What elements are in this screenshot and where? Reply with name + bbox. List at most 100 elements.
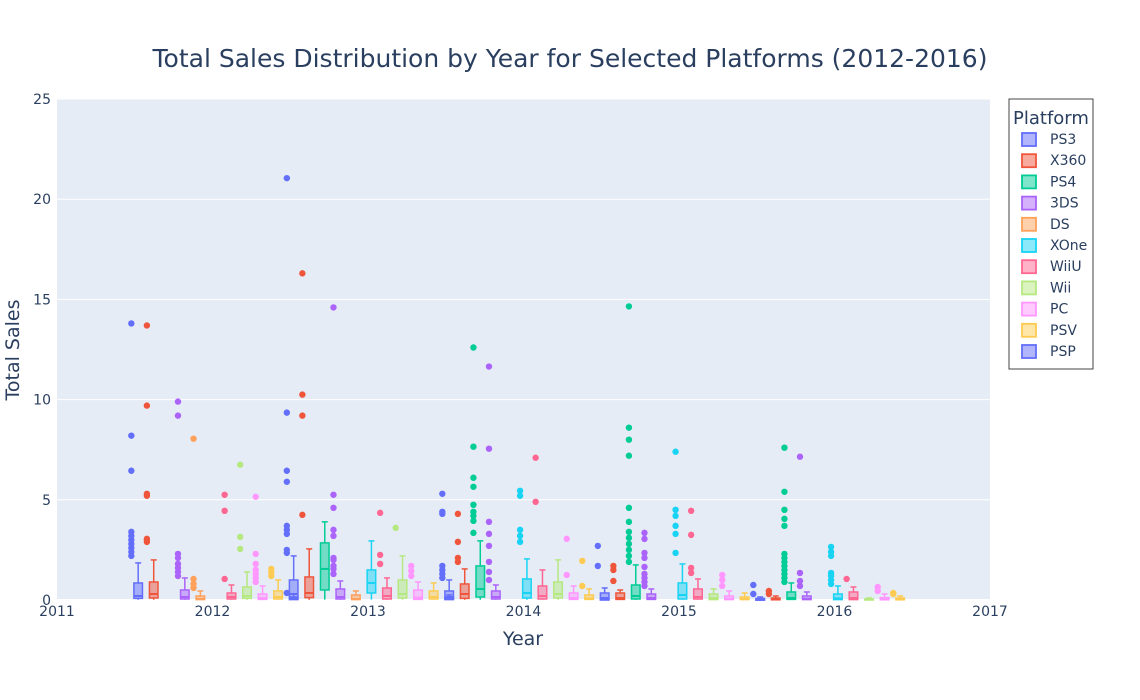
tick-labels: 0 5 10 15 20 25 2011 2012 2013 2014 2015 2016 2017 [33,92,1008,620]
box-iqr [428,590,439,600]
outlier-point [236,533,244,541]
y-tick-label: 25 [33,92,51,108]
outlier-point [687,564,695,572]
outlier-point [143,402,151,409]
box-ps4-2015 [625,303,641,600]
outlier-point [532,498,539,506]
outlier-point [796,569,804,577]
outlier-point [625,540,633,548]
legend-item-3ds: 3DS [1021,196,1079,212]
box-x360-2015 [610,562,626,601]
y-axis-title: Total Sales [2,300,24,402]
outlier-point [750,581,757,589]
outlier-point [283,467,291,474]
outlier-point [625,528,633,536]
outlier-point [143,490,151,497]
outlier-point [781,444,788,451]
outlier-point [625,552,633,560]
outlier-point [625,518,633,526]
outlier-point [330,562,337,570]
box-iqr [490,590,501,600]
outlier-point [687,507,695,515]
outlier-point [672,530,679,538]
outlier-point [439,562,446,570]
box-iqr [257,593,268,601]
box-iqr [584,594,595,601]
outlier-point [625,534,633,542]
box-wii-2014 [552,559,564,600]
outlier-point [610,562,617,570]
legend-swatch [1021,344,1037,359]
y-tick-label: 20 [33,192,51,208]
box-3ds-2012 [174,398,190,600]
legend-swatch [1021,174,1037,190]
outlier-point [625,436,633,443]
y-tick-label: 5 [42,493,51,509]
box-3ds-2014 [485,363,501,600]
outlier-point [252,493,259,500]
legend-item-ps4: PS4 [1021,174,1076,190]
outlier-point [890,589,897,597]
outlier-point [672,506,679,514]
box-psv-2012 [268,565,284,600]
outlier-point [781,506,788,514]
x-tick-label: 2017 [972,604,1008,620]
outlier-point [485,363,493,370]
outlier-point [143,322,151,329]
legend-swatch [1021,280,1037,296]
outlier-point [625,558,633,566]
outlier-point [610,577,617,585]
outlier-point [485,445,493,452]
outlier-point [470,483,477,490]
legend-item-x360: X360 [1021,153,1086,169]
y-tick-label: 15 [33,292,51,308]
outlier-point [485,530,493,538]
outlier-point [470,474,477,481]
outlier-point [594,562,602,570]
box-x360-2014 [454,510,470,600]
outlier-point [128,320,135,327]
outlier-point [330,504,337,512]
box-iqr [615,592,626,601]
outlier-point [625,452,633,459]
outlier-point [687,569,695,577]
box-iqr [366,569,377,594]
legend-label: WiiU [1050,259,1082,275]
box-iqr [226,592,237,600]
x-tick-label: 2016 [817,604,853,620]
box-iqr [848,591,859,601]
box-wii-2013 [392,524,408,600]
outlier-point [516,487,524,494]
legend-swatch [1021,153,1037,169]
outlier-point [641,570,648,578]
outlier-point [376,560,384,568]
box-ds-2013 [350,590,361,601]
box-ps4-2014 [470,344,486,600]
outlier-point [174,560,182,568]
box-pc-2014 [563,535,579,601]
outlier-point [190,575,197,583]
box-psv-2014 [579,557,595,601]
box-wiiu-2012 [221,491,237,600]
chart-title: Total Sales Distribution by Year for Sel… [152,44,988,73]
outlier-point [439,508,446,516]
box-iqr [708,593,719,601]
legend-items: PS3 X360 PS4 3DS DS XOne WiiU Wii PC PSV PSP [1021,132,1087,360]
box-pc-2013 [408,562,424,601]
outlier-point [827,543,835,551]
legend-item-wii: Wii [1021,280,1071,296]
box-series [128,174,906,601]
outlier-point [174,550,182,558]
legend-item-ds: DS [1021,217,1070,233]
box-pc-2012 [252,493,268,601]
outlier-point [765,587,773,595]
outlier-point [485,542,493,550]
box-iqr [444,590,455,600]
box-iqr [288,579,299,599]
x-tick-label: 2014 [506,604,542,620]
outlier-point [719,582,726,590]
outlier-point [190,435,197,442]
outlier-point [641,563,648,571]
outlier-point [128,432,135,439]
x-tick-label: 2015 [661,604,697,620]
